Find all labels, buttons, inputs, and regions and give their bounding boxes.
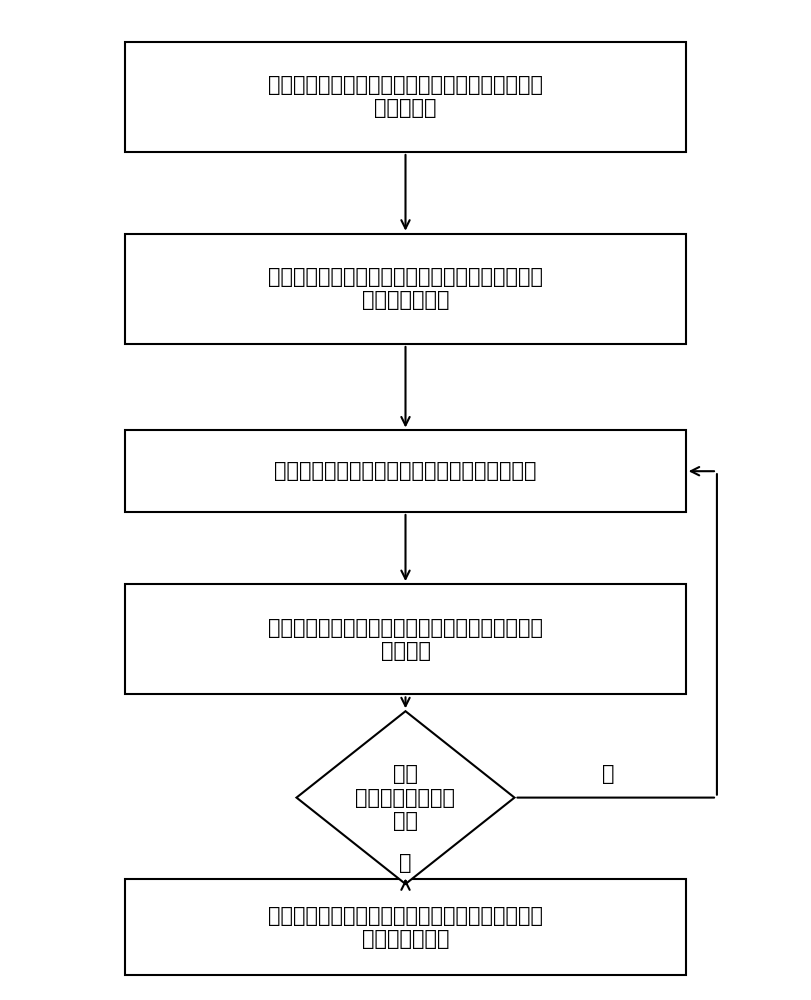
FancyBboxPatch shape [125,430,686,512]
Text: 达到
迭代次数或预编码
收敛: 达到 迭代次数或预编码 收敛 [355,764,456,831]
Polygon shape [297,711,514,884]
Text: 利用精细化采样导向矢量将精细化波束域预编码转
为天线域预编码: 利用精细化采样导向矢量将精细化波束域预编码转 为天线域预编码 [268,906,543,949]
Text: 否: 否 [602,764,614,784]
FancyBboxPatch shape [125,584,686,694]
Text: 是: 是 [399,853,412,873]
FancyBboxPatch shape [125,234,686,344]
Text: 在精细化波束域进行共轭梯度更新方向稀疏计算: 在精细化波束域进行共轭梯度更新方向稀疏计算 [274,461,537,481]
FancyBboxPatch shape [125,879,686,975]
Text: 在精细化波束域利用后验统计信道信息进行初始共
轭梯度稀疏计算: 在精细化波束域利用后验统计信道信息进行初始共 轭梯度稀疏计算 [268,267,543,310]
FancyBboxPatch shape [125,42,686,152]
Text: 进行精细化波束域共轭梯度计算并更新精细化波束
域预编码: 进行精细化波束域共轭梯度计算并更新精细化波束 域预编码 [268,618,543,661]
Text: 将初始预编码通过精细化采样导向矢量矩阵转入精
细化波束域: 将初始预编码通过精细化采样导向矢量矩阵转入精 细化波束域 [268,75,543,118]
